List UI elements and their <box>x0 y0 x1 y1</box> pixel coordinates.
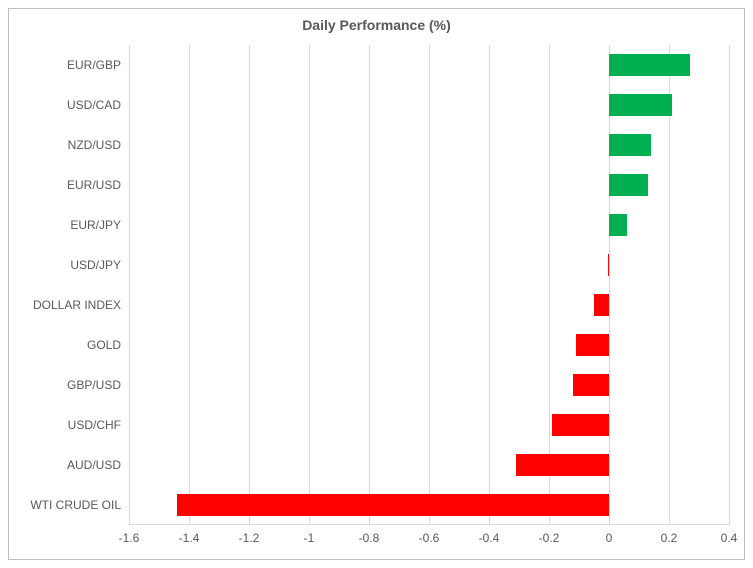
x-tick-label: -0.4 <box>479 531 500 545</box>
y-category-label: USD/JPY <box>70 258 121 272</box>
gridline <box>309 45 310 525</box>
y-category-label: EUR/USD <box>67 178 121 192</box>
bar <box>516 454 609 476</box>
y-category-label: DOLLAR INDEX <box>33 298 121 312</box>
gridline <box>189 45 190 525</box>
chart-title: Daily Performance (%) <box>9 9 744 37</box>
x-tick-label: -0.2 <box>539 531 560 545</box>
y-category-label: EUR/GBP <box>67 58 121 72</box>
plot-area: -1.6-1.4-1.2-1-0.8-0.6-0.4-0.200.20.4EUR… <box>129 45 729 525</box>
gridline <box>369 45 370 525</box>
y-category-label: WTI CRUDE OIL <box>30 498 121 512</box>
bar <box>594 294 609 316</box>
gridline <box>249 45 250 525</box>
bar <box>177 494 609 516</box>
bar <box>552 414 609 436</box>
bar <box>609 94 672 116</box>
gridline <box>549 45 550 525</box>
x-tick-label: -0.8 <box>359 531 380 545</box>
y-category-label: GOLD <box>87 338 121 352</box>
bar <box>573 374 609 396</box>
x-tick-label: -1.6 <box>119 531 140 545</box>
chart-container: Daily Performance (%) -1.6-1.4-1.2-1-0.8… <box>8 8 745 560</box>
gridline <box>489 45 490 525</box>
y-category-label: USD/CHF <box>68 418 121 432</box>
y-category-label: GBP/USD <box>67 378 121 392</box>
bar <box>609 54 690 76</box>
x-tick-label: 0.2 <box>661 531 678 545</box>
y-category-label: EUR/JPY <box>70 218 121 232</box>
x-tick-label: -0.6 <box>419 531 440 545</box>
gridline <box>669 45 670 525</box>
y-category-label: NZD/USD <box>68 138 121 152</box>
bar <box>609 174 648 196</box>
gridline <box>129 45 130 525</box>
bar <box>608 254 609 276</box>
gridline <box>609 45 610 525</box>
x-tick-label: -1.4 <box>179 531 200 545</box>
x-tick-label: 0.4 <box>721 531 738 545</box>
bar <box>609 134 651 156</box>
gridline <box>429 45 430 525</box>
bar <box>609 214 627 236</box>
bar <box>576 334 609 356</box>
x-tick-label: 0 <box>606 531 613 545</box>
y-category-label: AUD/USD <box>67 458 121 472</box>
y-category-label: USD/CAD <box>67 98 121 112</box>
x-tick-label: -1.2 <box>239 531 260 545</box>
gridline <box>729 45 730 525</box>
x-tick-label: -1 <box>304 531 315 545</box>
